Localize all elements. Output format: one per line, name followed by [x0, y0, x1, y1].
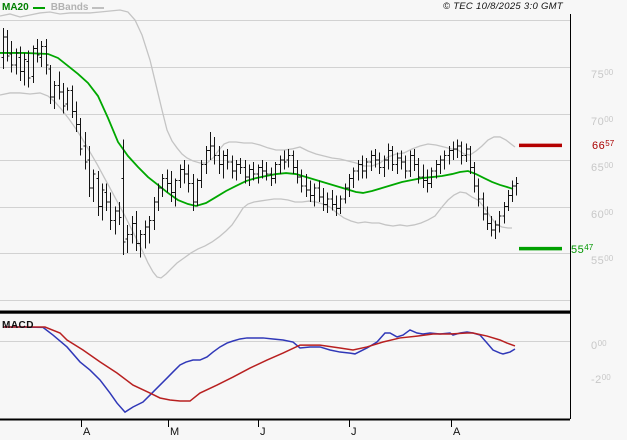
ohlc-bars	[1, 27, 519, 258]
macd-line	[3, 326, 516, 414]
bollinger-upper-band-line	[0, 9, 516, 167]
macd-panel-top-border	[0, 310, 570, 314]
legend-ma20-label: MA20	[2, 2, 29, 13]
bollinger-lower-band-line	[0, 92, 512, 279]
month-label: J	[351, 426, 357, 438]
macd-tick-label: 000	[591, 339, 607, 352]
price-tick-label: 5500	[591, 254, 614, 267]
copyright-text: © TEC 10/8/2025 3:0 GMT	[442, 1, 563, 12]
month-label: A	[453, 426, 461, 438]
month-label: M	[170, 426, 180, 438]
price-tick-label: 7500	[591, 68, 614, 81]
price-level-label: 5547	[571, 243, 594, 256]
ma20-line-swatch	[32, 6, 45, 9]
month-label: J	[260, 426, 266, 438]
price-tick-label: 6000	[591, 208, 614, 221]
macd-tick-label: -200	[591, 373, 611, 386]
price-level-label: 6657	[592, 139, 615, 152]
signal-line	[3, 326, 516, 402]
legend-bbands-label: BBands	[50, 2, 89, 13]
price-tick-label: 7000	[591, 115, 614, 128]
bbands-line-swatch	[92, 6, 105, 9]
month-label: A	[83, 426, 91, 438]
price-tick-label: 6500	[591, 161, 614, 174]
macd-panel-label: MACD	[2, 320, 34, 331]
legend: MA20 BBands	[2, 2, 105, 13]
